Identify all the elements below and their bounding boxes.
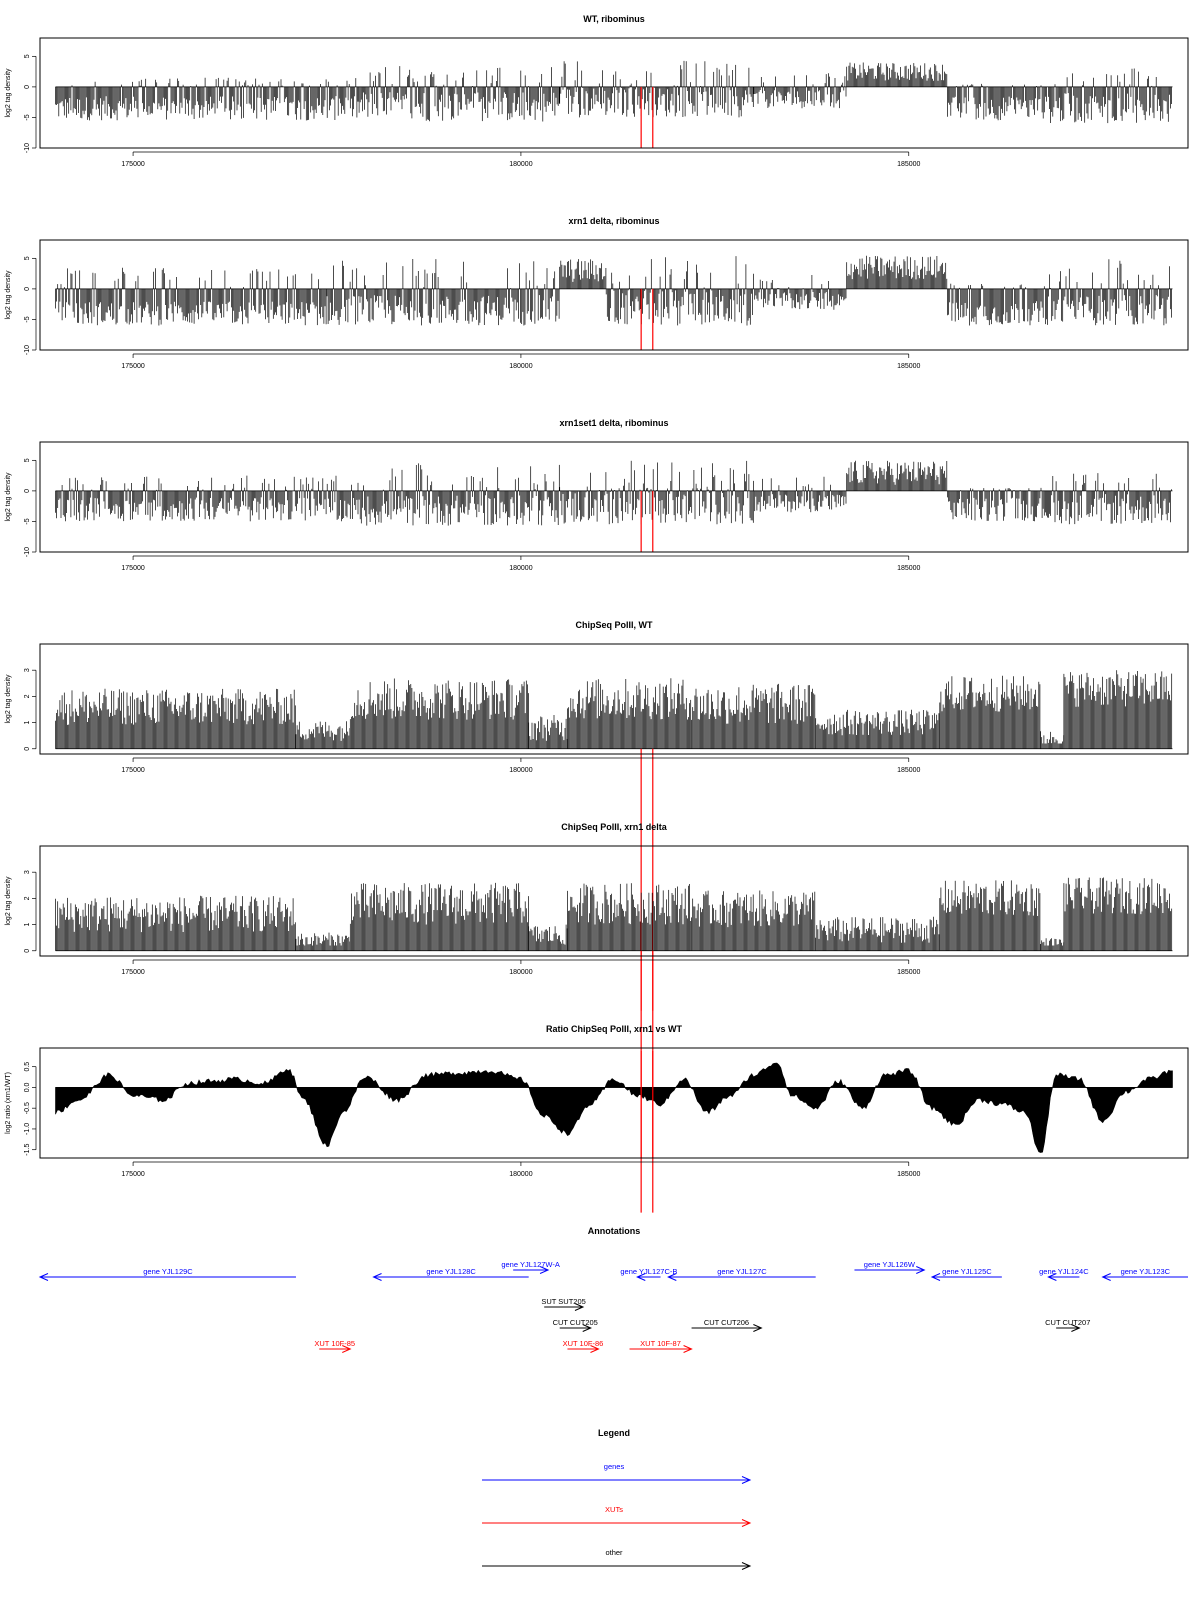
x-tick-label: 175000 <box>121 767 144 774</box>
y-axis: 0 1 2 3 <box>24 668 37 751</box>
x-axis: 175000 180000 185000 <box>121 353 921 370</box>
chart-panel-3: xrn1set1 delta, ribominus -10 -5 0 5 log2 tag… <box>5 418 1189 572</box>
y-tick-label: -5 <box>24 114 31 120</box>
y-tick-label: -10 <box>24 143 31 153</box>
y-tick-label: 5 <box>24 54 31 58</box>
chart-title: ChipSeq PolII, xrn1 delta <box>561 822 668 832</box>
y-axis: -10 -5 0 5 <box>24 256 37 355</box>
x-tick-label: 175000 <box>121 161 144 168</box>
y-axis-label: log2 tag density <box>5 674 12 724</box>
y-tick-label: -10 <box>24 547 31 557</box>
y-axis: -10 -5 0 5 <box>24 458 37 557</box>
chart-title: xrn1 delta, ribominus <box>568 216 659 226</box>
y-axis: -10 -5 0 5 <box>24 54 37 153</box>
y-tick-label: 1 <box>24 721 31 725</box>
x-tick-label: 180000 <box>509 363 532 370</box>
bar-series <box>55 60 1172 124</box>
y-tick-label: 0 <box>24 287 31 291</box>
bar-series <box>55 255 1172 326</box>
bar-series <box>55 877 1173 951</box>
y-tick-label: -5 <box>24 316 31 322</box>
y-tick-label: 5 <box>24 458 31 462</box>
x-tick-label: 185000 <box>897 161 920 168</box>
plot-frame <box>39 441 1189 553</box>
y-tick-label: 0 <box>24 85 31 89</box>
y-tick-label: -10 <box>24 345 31 355</box>
y-axis-label: log2 tag density <box>5 270 12 320</box>
plot-frame <box>39 37 1189 149</box>
x-tick-label: 175000 <box>121 363 144 370</box>
x-tick-label: 185000 <box>897 363 920 370</box>
chart-panel-1: WT, ribominus -10 -5 0 5 log2 tag density 1750… <box>5 14 1189 168</box>
bar-series <box>55 460 1172 526</box>
y-tick-label: 3 <box>24 668 31 672</box>
x-tick-label: 185000 <box>897 767 920 774</box>
y-tick-label: 5 <box>24 256 31 260</box>
bar-series <box>55 670 1173 749</box>
x-axis: 175000 180000 185000 <box>121 757 921 774</box>
plot-frame <box>39 643 1189 755</box>
x-tick-label: 180000 <box>509 565 532 572</box>
y-axis-label: log2 tag density <box>5 68 12 118</box>
x-tick-label: 180000 <box>509 161 532 168</box>
chart-panel-2: xrn1 delta, ribominus -10 -5 0 5 log2 tag den… <box>5 216 1189 370</box>
chart-title: xrn1set1 delta, ribominus <box>559 418 668 428</box>
plot-frame <box>39 239 1189 351</box>
chart-title: WT, ribominus <box>583 14 645 24</box>
chart-panel-4: ChipSeq PolII, WT 0 1 2 3 log2 tag density 175… <box>5 620 1189 1011</box>
chart-title: ChipSeq PolII, WT <box>576 620 653 630</box>
x-tick-label: 180000 <box>509 767 532 774</box>
x-tick-label: 185000 <box>897 565 920 572</box>
x-axis: 175000 180000 185000 <box>121 555 921 572</box>
y-tick-label: -5 <box>24 518 31 524</box>
y-tick-label: 2 <box>24 694 31 698</box>
y-tick-label: 0 <box>24 747 31 751</box>
y-tick-label: 0 <box>24 489 31 493</box>
y-axis-label: log2 tag density <box>5 472 12 522</box>
x-axis: 175000 180000 185000 <box>121 151 921 168</box>
x-tick-label: 175000 <box>121 565 144 572</box>
